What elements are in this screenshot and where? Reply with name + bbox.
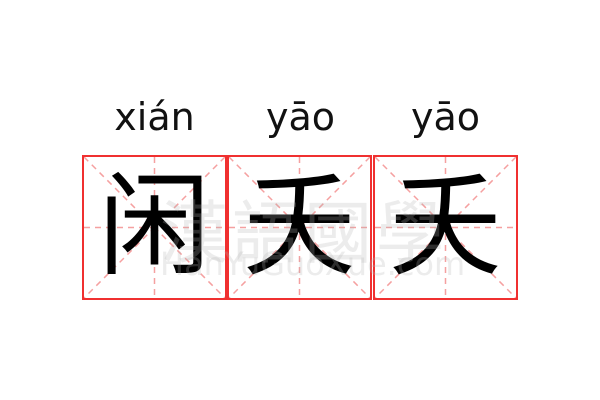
pinyin-1: xián bbox=[114, 95, 195, 139]
guide-lines bbox=[84, 157, 225, 298]
grid-cell-1: 闲 bbox=[82, 155, 227, 300]
guide-lines bbox=[375, 157, 516, 298]
character-1: 闲 bbox=[98, 162, 211, 292]
character-2: 夭 bbox=[243, 162, 356, 292]
guide-lines bbox=[229, 157, 370, 298]
pinyin-3: yāo bbox=[410, 95, 481, 139]
pinyin-2: yāo bbox=[265, 95, 336, 139]
character-3: 夭 bbox=[389, 162, 502, 292]
grid-cell-2: 夭 bbox=[227, 155, 372, 300]
character-grid: 闲 夭 夭 bbox=[82, 155, 518, 300]
grid-cell-3: 夭 bbox=[373, 155, 518, 300]
